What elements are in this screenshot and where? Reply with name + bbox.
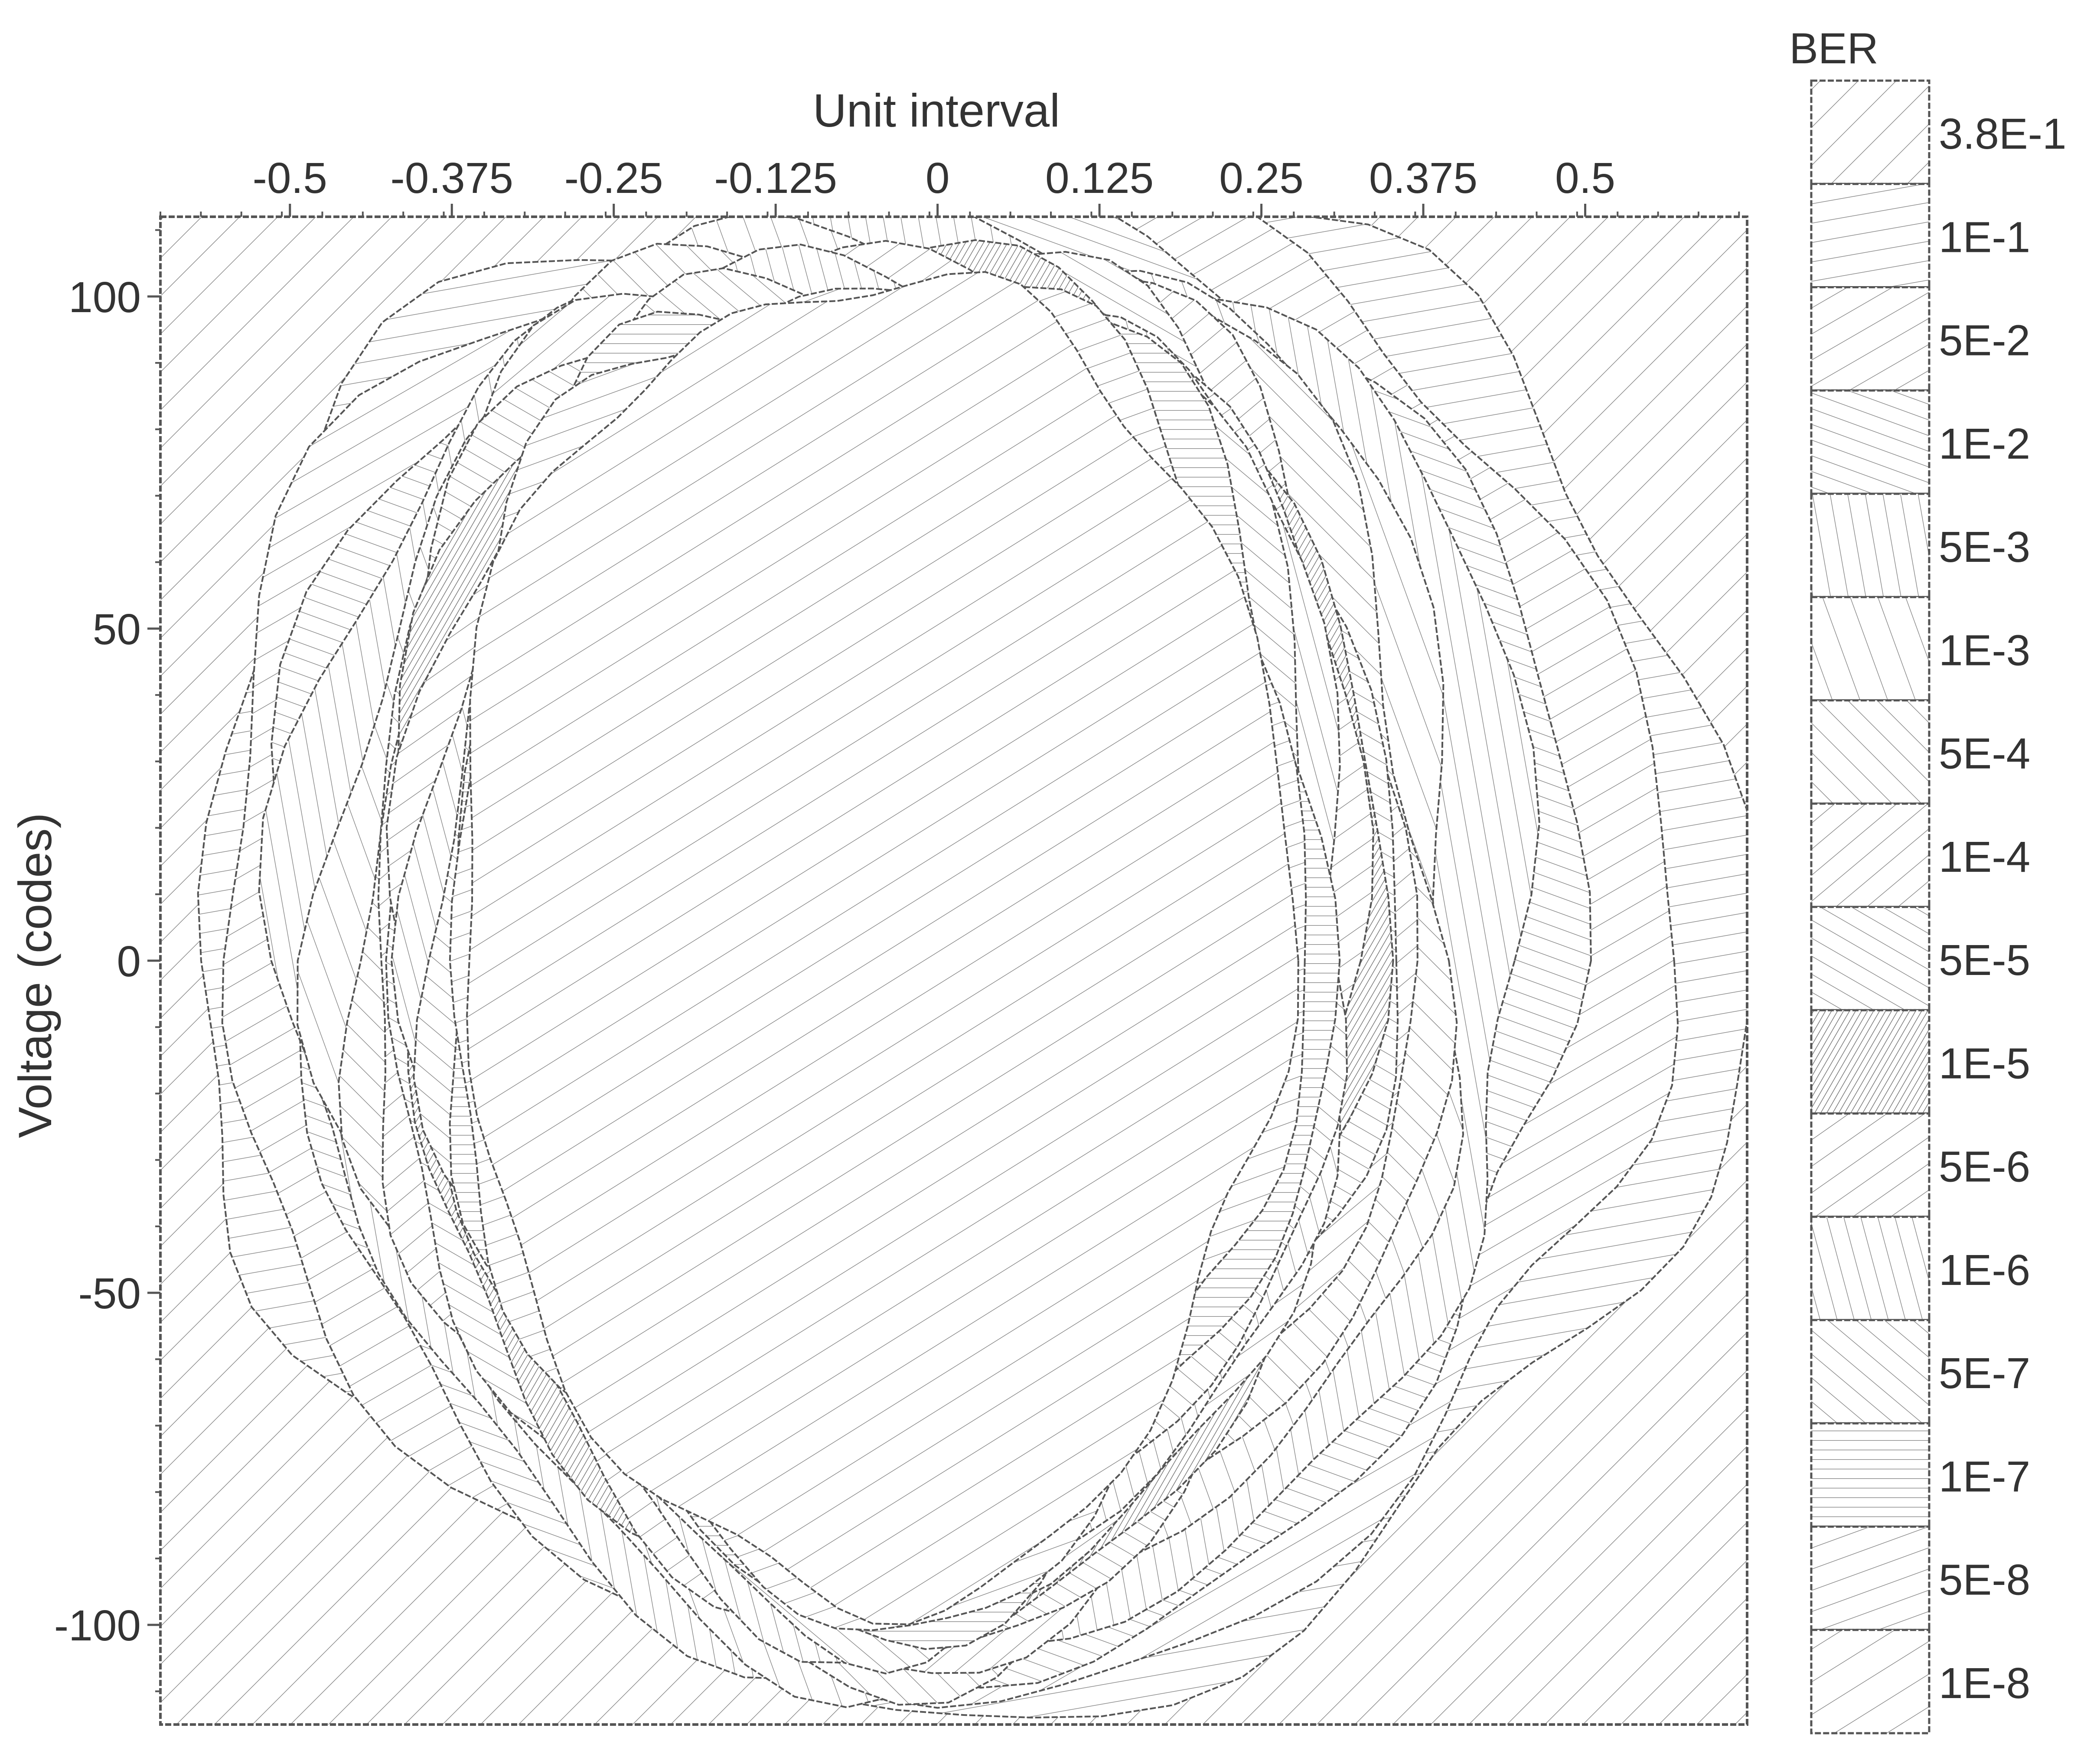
legend-label: 5E-3 [1939,523,2030,571]
legend-swatch [1810,699,1930,805]
legend-swatch [1810,183,1930,288]
legend-label: 1E-5 [1939,1039,2030,1088]
legend-swatch [1810,1422,1930,1528]
y-tick-label: 0 [117,937,141,986]
legend-label: 1E-7 [1939,1452,2030,1501]
legend-swatch [1810,1319,1930,1425]
legend-swatch [1810,286,1930,392]
legend-swatch [1810,1009,1930,1115]
x-tick-label: 0.125 [1045,154,1154,202]
plot-area [160,217,1747,1725]
legend-label: 1E-8 [1939,1659,2030,1708]
legend: 3.8E-1 1E-1 5E-2 1E-2 5E-3 1E-3 5E-4 1E-4 5E-5 1E… [1810,79,2067,1734]
x-tick-label: -0.125 [714,154,837,202]
legend-label: 5E-2 [1939,316,2030,365]
x-axis-label: Unit interval [813,84,1060,137]
legend-swatch [1810,492,1930,598]
legend-label: 1E-2 [1939,420,2030,468]
legend-swatch [1810,596,1930,701]
x-tick-label: -0.25 [564,154,663,202]
contour-1E-8 [466,271,1299,1625]
legend-label: 5E-4 [1939,730,2030,778]
y-tick-label: 50 [93,605,141,654]
axes: -0.5 -0.375 -0.25 -0.125 0 0.125 0.25 0.375 0.5 1… [54,154,1740,1692]
legend-label: 5E-5 [1939,936,2030,985]
legend-label: 1E-4 [1939,833,2030,881]
y-axis-label: Voltage (codes) [9,813,61,1138]
legend-swatch [1810,79,1930,185]
legend-swatch [1810,802,1930,908]
y-tick-label: 100 [68,273,141,322]
legend-swatch [1810,1112,1930,1218]
legend-label: 5E-7 [1939,1349,2030,1398]
x-tick-label: 0.25 [1219,154,1304,202]
plot-frame [159,215,1748,1726]
legend-swatch [1810,1629,1930,1734]
legend-label: 1E-1 [1939,213,2030,261]
y-tick-label: -50 [78,1269,141,1318]
legend-title: BER [1789,24,1878,73]
x-tick-label: 0 [926,154,950,202]
legend-label: 1E-6 [1939,1246,2030,1294]
legend-swatch [1810,1216,1930,1321]
x-tick-label: -0.375 [390,154,513,202]
x-tick-label: 0.375 [1369,154,1477,202]
legend-swatch [1810,389,1930,495]
x-tick-label: 0.5 [1555,154,1615,202]
x-tick-label: -0.5 [253,154,327,202]
legend-label: 5E-6 [1939,1143,2030,1191]
legend-label: 3.8E-1 [1939,110,2067,158]
y-tick-label: -100 [54,1601,141,1650]
legend-label: 5E-8 [1939,1556,2030,1604]
legend-swatch [1810,906,1930,1011]
legend-swatch [1810,1526,1930,1631]
legend-label: 1E-3 [1939,626,2030,675]
